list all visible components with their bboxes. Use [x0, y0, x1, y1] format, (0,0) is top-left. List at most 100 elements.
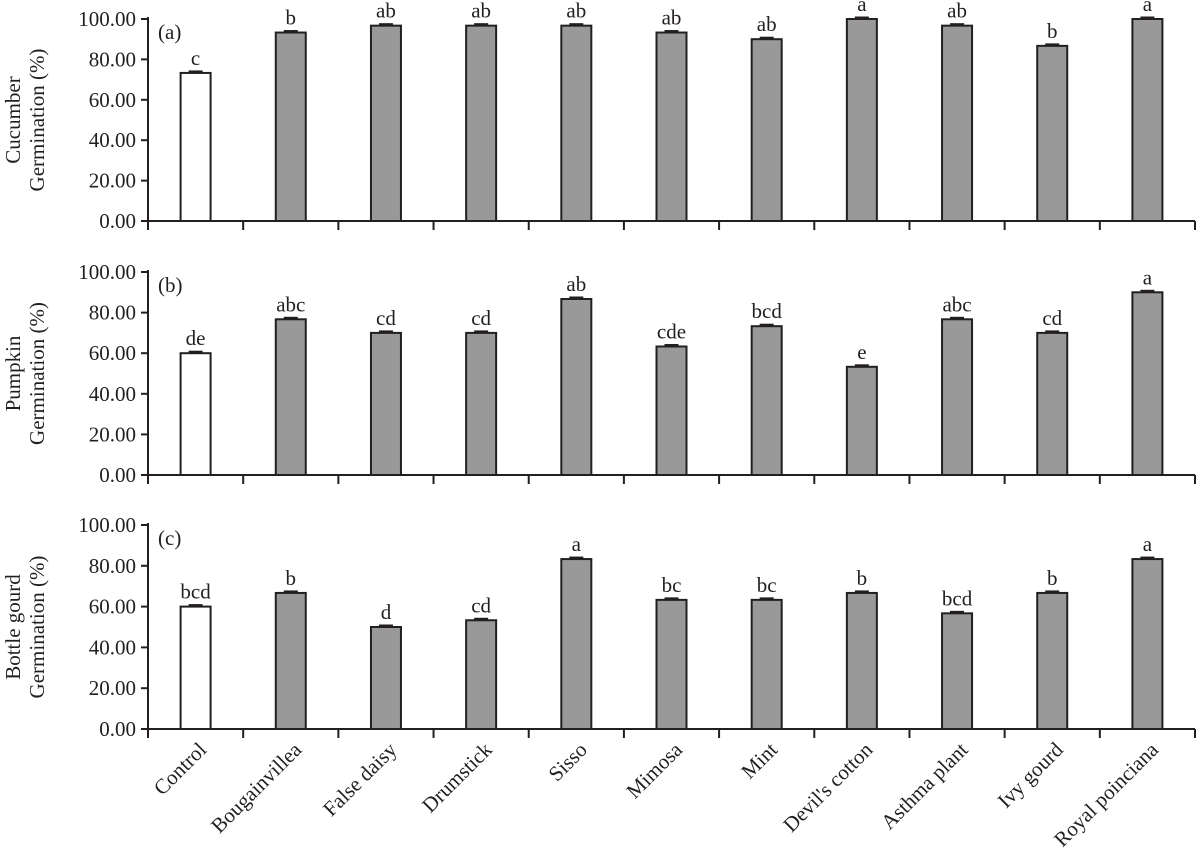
bar: [369, 24, 402, 222]
panel-c: 0.00 20.00 40.00 60.00 80.00 100.00 Bottle gou…: [1, 513, 1196, 851]
bar: [655, 345, 688, 476]
significance-letter: ab: [471, 0, 491, 23]
bar: [369, 331, 402, 476]
x-tick-label: Control: [149, 737, 211, 799]
significance-letter: cd: [471, 593, 491, 617]
y-tick-label: 100.00: [78, 260, 136, 284]
y-axis-label-line2: Germination (%): [25, 556, 49, 699]
bar: [1131, 291, 1164, 476]
significance-letter: bc: [662, 573, 682, 597]
x-tick-label: Mint: [736, 737, 782, 783]
significance-letter: b: [1047, 19, 1058, 43]
significance-letter: bcd: [942, 586, 973, 610]
bar: [560, 558, 593, 730]
bar: [1131, 558, 1164, 730]
significance-letter: a: [1143, 532, 1153, 556]
bar: [1036, 591, 1069, 730]
bar: [560, 297, 593, 476]
bar: [179, 605, 212, 730]
bar: [845, 591, 878, 730]
significance-letter: ab: [566, 272, 586, 296]
significance-letter: a: [1143, 0, 1153, 16]
x-tick-label: Asthma plant: [876, 737, 973, 834]
y-tick-label: 80.00: [89, 47, 136, 71]
y-tick-label: 100.00: [78, 7, 136, 31]
bar: [179, 71, 212, 222]
bar: [179, 352, 212, 477]
significance-letter: cd: [471, 306, 491, 330]
bar: [369, 626, 402, 730]
y-tick-label: 40.00: [89, 128, 136, 152]
bar: [655, 31, 688, 223]
bar: [274, 31, 307, 223]
bar: [750, 38, 783, 223]
bar: [1036, 44, 1069, 223]
significance-letter: b: [857, 566, 868, 590]
y-tick-label: 40.00: [89, 382, 136, 406]
bar: [750, 325, 783, 476]
bar: [655, 598, 688, 730]
y-tick-label: 0.00: [99, 209, 136, 233]
x-tick-label: Drumstick: [417, 737, 497, 817]
significance-letter: a: [857, 0, 867, 16]
x-tick-label: Devil's cotton: [778, 737, 878, 837]
y-tick-label: 80.00: [89, 554, 136, 578]
bar: [941, 612, 974, 730]
bar: [465, 24, 498, 222]
x-tick-label: Sisso: [544, 738, 592, 786]
y-axis-label-line2: Germination (%): [25, 302, 49, 445]
significance-letter: b: [286, 566, 297, 590]
significance-letter: cd: [376, 306, 396, 330]
significance-letter: bc: [757, 573, 777, 597]
y-tick-label: 60.00: [89, 341, 136, 365]
x-tick-label: Mimosa: [621, 737, 687, 803]
y-tick-label: 20.00: [89, 676, 136, 700]
panel-label: (b): [158, 273, 183, 297]
y-tick-label: 0.00: [99, 717, 136, 741]
y-tick-label: 20.00: [89, 169, 136, 193]
y-tick-label: 60.00: [89, 595, 136, 619]
y-axis-label-line1: Pumpkin: [1, 335, 25, 411]
bar: [941, 318, 974, 477]
significance-letter: c: [191, 46, 200, 70]
bar: [1131, 18, 1164, 222]
significance-letter: abc: [942, 292, 971, 316]
bar: [274, 591, 307, 730]
significance-letter: ab: [376, 0, 396, 23]
y-tick-label: 0.00: [99, 463, 136, 487]
y-tick-label: 80.00: [89, 301, 136, 325]
y-axis-label-line1: Bottle gourd: [1, 574, 25, 680]
bar: [465, 619, 498, 731]
x-tick-label: False daisy: [318, 737, 402, 821]
significance-letter: ab: [566, 0, 586, 23]
significance-letter: de: [186, 326, 206, 350]
bar: [465, 331, 498, 476]
x-tick-label: Ivy gourd: [993, 737, 1068, 812]
panel-a: 0.00 20.00 40.00 60.00 80.00 100.00 Cucumber Ge…: [1, 0, 1196, 233]
significance-letter: a: [572, 532, 582, 556]
y-axis-label-line2: Germination (%): [25, 49, 49, 192]
bar: [845, 18, 878, 222]
significance-letter: bcd: [752, 299, 783, 323]
y-axis-label-line1: Cucumber: [1, 76, 25, 163]
bar: [1036, 331, 1069, 476]
significance-letter: b: [1047, 566, 1058, 590]
bar: [941, 24, 974, 222]
significance-letter: abc: [276, 292, 305, 316]
bar: [845, 365, 878, 476]
significance-letter: e: [857, 340, 866, 364]
bar: [560, 24, 593, 222]
significance-letter: ab: [947, 0, 967, 23]
y-tick-label: 60.00: [89, 88, 136, 112]
y-tick-label: 40.00: [89, 635, 136, 659]
y-tick-label: 20.00: [89, 422, 136, 446]
panel-label: (a): [158, 20, 181, 44]
significance-letter: cd: [1042, 306, 1062, 330]
bar: [274, 318, 307, 477]
panel-b: 0.00 20.00 40.00 60.00 80.00 100.00 Pumpkin Ger…: [1, 260, 1196, 487]
x-tick-label: Bougainvillea: [206, 737, 307, 838]
panel-label: (c): [158, 526, 181, 550]
significance-letter: cde: [657, 320, 686, 344]
bar: [750, 598, 783, 730]
